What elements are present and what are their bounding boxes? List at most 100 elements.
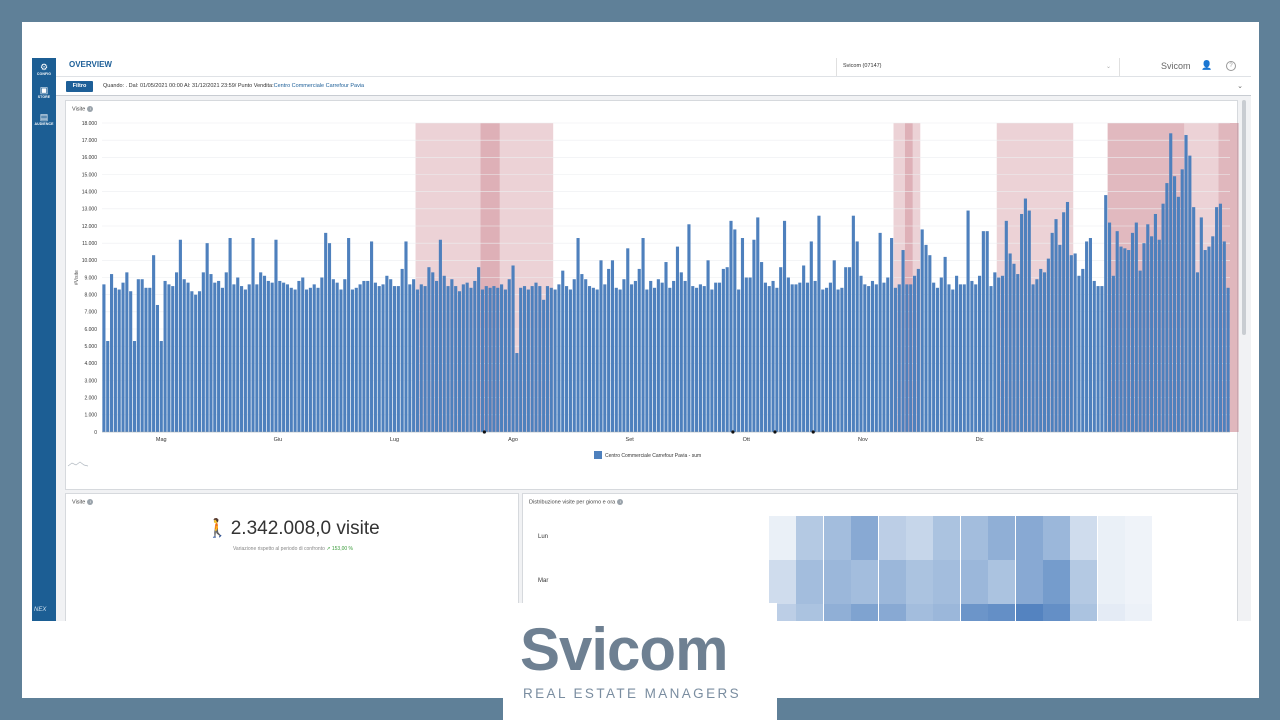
- chart-bar: [802, 265, 806, 432]
- heatmap-cell[interactable]: [988, 604, 1016, 621]
- heatmap-cell[interactable]: [960, 516, 988, 560]
- chart-bar: [1039, 268, 1043, 432]
- heatmap-cell[interactable]: [851, 516, 879, 560]
- scrollbar[interactable]: [1242, 100, 1246, 335]
- info-icon[interactable]: i: [87, 499, 94, 505]
- chart-bar: [500, 284, 504, 432]
- heatmap-cell[interactable]: [906, 516, 933, 560]
- heatmap-cell[interactable]: [988, 516, 1016, 560]
- panel-title: Visite i: [72, 499, 94, 505]
- heatmap-cell[interactable]: [1125, 560, 1153, 604]
- heatmap-cell[interactable]: [878, 604, 906, 621]
- chart-bar: [874, 284, 878, 432]
- heatmap-cell[interactable]: [1015, 516, 1043, 560]
- chart-bar: [1096, 286, 1100, 432]
- heatmap-cell[interactable]: [1043, 516, 1070, 560]
- info-icon[interactable]: i: [87, 106, 94, 112]
- sidebar-item-store[interactable]: ▣ STORE: [32, 85, 56, 100]
- chart-bar: [997, 277, 1001, 432]
- chart-bar: [324, 232, 328, 432]
- heatmap-cell[interactable]: [851, 604, 879, 621]
- heatmap-cell[interactable]: [960, 560, 988, 604]
- chart-bar: [668, 287, 672, 432]
- chart-bar: [316, 287, 320, 432]
- chevron-down-icon[interactable]: ⌄: [1237, 83, 1243, 90]
- chart-bar: [205, 243, 209, 432]
- heatmap-cell[interactable]: [1097, 516, 1125, 560]
- heatmap-cell[interactable]: [960, 604, 988, 621]
- chart-bar: [630, 284, 634, 432]
- user-icon[interactable]: 👤: [1201, 60, 1213, 70]
- chart-bar: [1081, 268, 1085, 432]
- chart-bar: [924, 244, 928, 432]
- heatmap-cell[interactable]: [906, 560, 933, 604]
- chart-bar: [966, 210, 970, 432]
- heatmap-cell[interactable]: [796, 560, 824, 604]
- chart-bar: [1046, 258, 1050, 432]
- chart-bar: [1012, 263, 1016, 432]
- chart-bar: [981, 231, 985, 432]
- chart-bar: [660, 282, 664, 432]
- user-name[interactable]: Svicom: [1161, 61, 1191, 71]
- heatmap-cell[interactable]: [988, 560, 1016, 604]
- heatmap-cell[interactable]: [933, 560, 961, 604]
- chart-bar: [958, 284, 962, 432]
- help-icon[interactable]: ?: [1226, 61, 1236, 71]
- x-tick-label: Mag: [156, 437, 167, 443]
- heatmap-cell[interactable]: [1015, 560, 1043, 604]
- heatmap-cell[interactable]: [1097, 604, 1125, 621]
- chart-bar: [1199, 217, 1203, 432]
- panel-title-text: Distribuzione visite per giorno e ora: [529, 499, 616, 506]
- heatmap-cell[interactable]: [796, 604, 824, 621]
- chart-bar: [1211, 236, 1215, 432]
- heatmap-cell[interactable]: [1070, 560, 1098, 604]
- chart-bar: [1042, 272, 1047, 432]
- trend-up-icon: ↗: [326, 546, 331, 552]
- heatmap-cell[interactable]: [769, 516, 796, 560]
- heatmap-cell[interactable]: [933, 516, 961, 560]
- heatmap-cell[interactable]: [878, 560, 906, 604]
- heatmap-cell[interactable]: [1070, 516, 1098, 560]
- heatmap-cell[interactable]: [878, 516, 906, 560]
- heatmap-cell[interactable]: [1070, 604, 1098, 621]
- chart-bar: [721, 268, 725, 432]
- heatmap-cell[interactable]: [1015, 604, 1043, 621]
- y-axis-label: #Visite: [74, 270, 80, 285]
- chart-bar: [870, 280, 875, 432]
- x-tick-label: Ott: [743, 437, 751, 443]
- chart-bar: [159, 341, 163, 432]
- heatmap-cell[interactable]: [796, 516, 824, 560]
- heatmap-cell[interactable]: [1043, 604, 1070, 621]
- chart-bar: [1031, 284, 1035, 432]
- heatmap-cell[interactable]: [1043, 560, 1070, 604]
- heatmap-cell[interactable]: [1125, 604, 1153, 621]
- chart-bar: [698, 284, 702, 432]
- event-marker: [731, 430, 735, 434]
- chart-bar: [1069, 255, 1073, 432]
- heatmap-cell[interactable]: [823, 560, 851, 604]
- chart-bar: [1222, 241, 1226, 432]
- heatmap-cell[interactable]: [906, 604, 933, 621]
- filter-button[interactable]: Filtro: [66, 81, 93, 92]
- chart-bar: [710, 289, 714, 432]
- heatmap-cell[interactable]: [769, 560, 796, 604]
- panel-title-text: Visite: [72, 106, 86, 113]
- store-link[interactable]: Centro Commerciale Carrefour Pavia: [273, 83, 365, 89]
- chart-bar: [400, 268, 404, 432]
- heatmap-cell[interactable]: [1125, 516, 1153, 560]
- sidebar-item-audience[interactable]: ▤ AUDIENCE: [32, 112, 56, 127]
- sidebar-item-config[interactable]: ⚙ CONFIG: [32, 62, 56, 77]
- chart-bar: [591, 287, 595, 432]
- chart-bar: [1000, 275, 1005, 432]
- chart-bar: [610, 260, 615, 432]
- chart-bar: [201, 272, 205, 432]
- chart-bar: [844, 267, 848, 432]
- chart-bar: [901, 250, 905, 432]
- company-selector[interactable]: Svicom (07147) ⌄: [836, 58, 1120, 76]
- heatmap-cell[interactable]: [823, 604, 851, 621]
- heatmap-cell[interactable]: [1097, 560, 1125, 604]
- heatmap-cell[interactable]: [851, 560, 879, 604]
- heatmap-cell[interactable]: [823, 516, 851, 560]
- heatmap-cell[interactable]: [933, 604, 961, 621]
- info-icon[interactable]: i: [617, 499, 624, 505]
